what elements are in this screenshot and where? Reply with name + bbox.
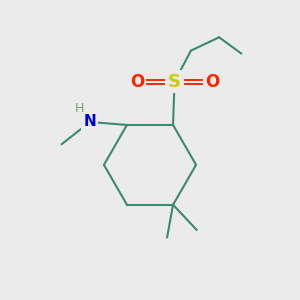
Text: S: S: [168, 73, 181, 91]
Text: H: H: [75, 102, 84, 115]
Text: O: O: [130, 73, 144, 91]
Text: O: O: [205, 73, 219, 91]
Text: N: N: [83, 115, 96, 130]
